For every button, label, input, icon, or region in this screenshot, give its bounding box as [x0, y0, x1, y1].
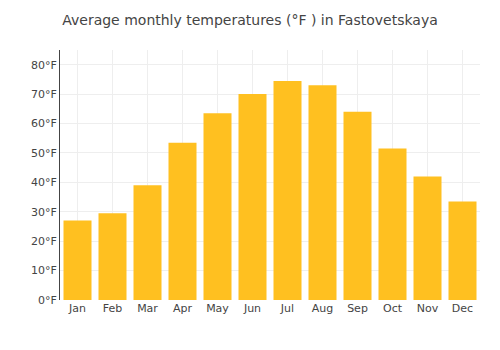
svg-text:Mar: Mar — [137, 302, 158, 315]
svg-text:70°F: 70°F — [31, 88, 57, 101]
svg-text:Jul: Jul — [280, 302, 294, 315]
svg-text:Jun: Jun — [243, 302, 261, 315]
svg-text:10°F: 10°F — [31, 264, 57, 277]
svg-text:May: May — [206, 302, 229, 315]
svg-text:Jan: Jan — [68, 302, 86, 315]
svg-text:80°F: 80°F — [31, 59, 57, 72]
svg-text:60°F: 60°F — [31, 117, 57, 130]
svg-text:Nov: Nov — [417, 302, 439, 315]
svg-text:20°F: 20°F — [31, 235, 57, 248]
svg-text:Oct: Oct — [383, 302, 403, 315]
svg-text:Average monthly temperatures (: Average monthly temperatures (°F ) in Fa… — [62, 12, 438, 28]
svg-text:Apr: Apr — [173, 302, 193, 315]
svg-text:30°F: 30°F — [31, 206, 57, 219]
svg-text:Sep: Sep — [347, 302, 368, 315]
svg-text:Dec: Dec — [452, 302, 473, 315]
svg-text:Aug: Aug — [312, 302, 333, 315]
svg-text:40°F: 40°F — [31, 176, 57, 189]
svg-text:50°F: 50°F — [31, 147, 57, 160]
svg-text:0°F: 0°F — [38, 294, 57, 307]
svg-text:Feb: Feb — [103, 302, 122, 315]
